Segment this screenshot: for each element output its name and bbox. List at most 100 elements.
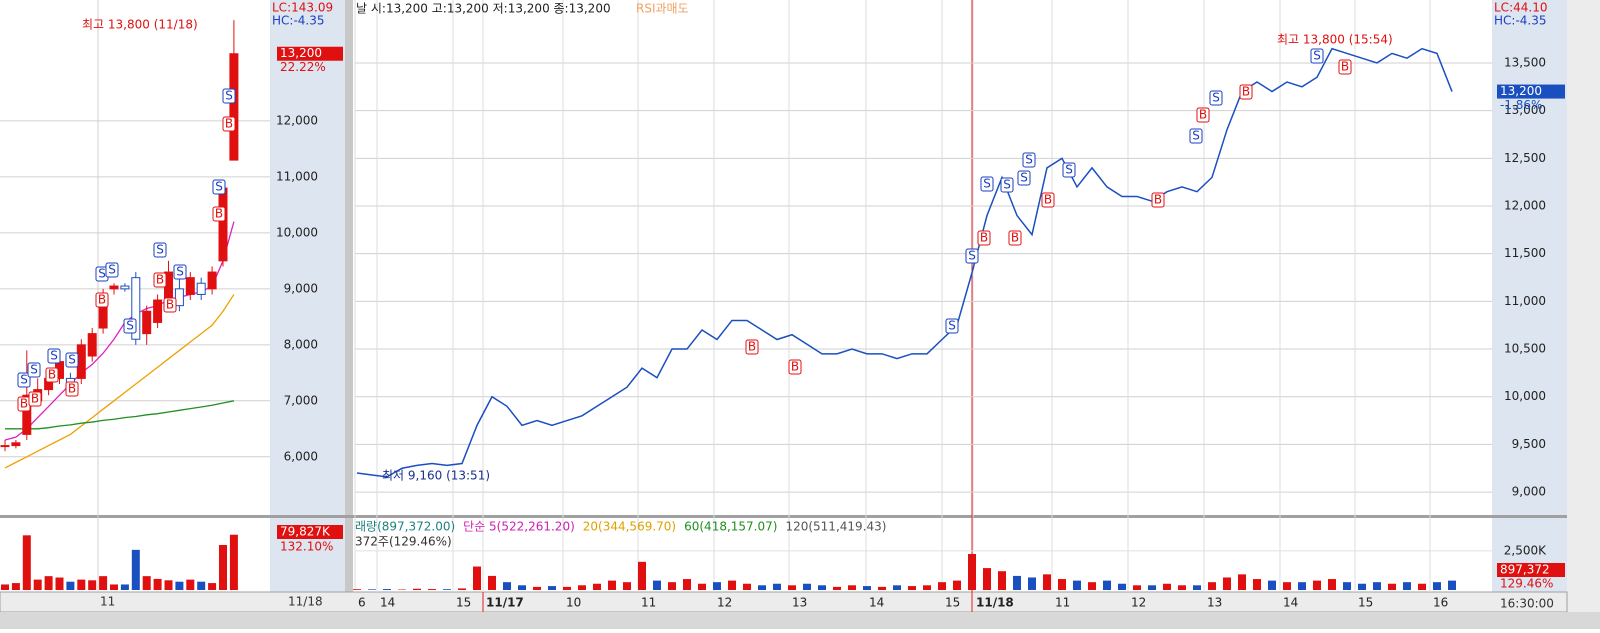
volume-bar	[728, 581, 736, 590]
candle-body	[1, 446, 9, 447]
signal-label: B	[98, 293, 106, 307]
left-high-note: 최고 13,800 (11/18)	[82, 18, 198, 32]
signal-label: S	[156, 243, 164, 257]
signal-label: B	[1154, 193, 1162, 207]
volume-bar	[1388, 584, 1396, 590]
volume-bar	[165, 580, 173, 590]
candle-body	[110, 286, 118, 289]
volume-bar	[593, 584, 601, 590]
signal-label: B	[1011, 231, 1019, 245]
x-tick-label: 11/17	[486, 596, 524, 610]
volume-bar	[818, 585, 826, 590]
y-tick-label: 8,000	[284, 337, 318, 351]
x-tick-label: 15	[456, 596, 471, 610]
y-tick-label: 11,500	[1504, 246, 1546, 260]
signal-label: B	[791, 360, 799, 374]
x-tick-label: 15	[1358, 596, 1373, 610]
volume-bar	[1328, 579, 1336, 590]
volume-tick-label: 2,500K	[1504, 543, 1547, 557]
y-tick-label: 12,500	[1504, 151, 1546, 165]
x-tick-label: 12	[717, 596, 732, 610]
volume-bar	[878, 587, 886, 590]
volume-bar	[938, 582, 946, 590]
signal-label: S	[1192, 129, 1200, 143]
price-line	[357, 49, 1452, 477]
volume-bar	[186, 580, 194, 590]
candle-body	[12, 443, 20, 446]
volume-bar	[1103, 581, 1111, 590]
volume-bar	[503, 582, 511, 590]
volume-bar	[1058, 579, 1066, 590]
x-tick-label: 14	[869, 596, 884, 610]
volume-bar	[99, 576, 107, 590]
y-tick-label: 9,500	[1512, 437, 1546, 451]
volume-bar	[88, 580, 96, 590]
volume-bar	[608, 581, 616, 590]
volume-bar	[623, 582, 631, 590]
volume-bar	[132, 550, 140, 590]
volume-bar	[1073, 581, 1081, 590]
signal-label: S	[215, 180, 223, 194]
volume-bar	[1313, 581, 1321, 590]
candle-body	[219, 188, 227, 261]
ohlc-header: 날 시:13,200 고:13,200 저:13,200 종:13,200	[356, 2, 611, 16]
volume-bar	[197, 582, 205, 590]
x-axis-bar	[0, 592, 1567, 612]
signal-label: S	[1025, 153, 1033, 167]
volume-legend: 60(418,157.07)	[684, 520, 777, 534]
volume-bar	[803, 584, 811, 590]
volume-bar	[1148, 585, 1156, 590]
candle-body	[154, 300, 162, 322]
y-tick-label: 11,000	[276, 169, 318, 183]
volume-bar	[110, 584, 118, 590]
volume-bar	[1343, 582, 1351, 590]
volume-bar	[863, 586, 871, 590]
volume-bar	[1178, 585, 1186, 590]
x-tick-label: 14	[1283, 596, 1298, 610]
volume-bar	[1403, 582, 1411, 590]
y-tick-label: 10,000	[1504, 389, 1546, 403]
candle-body	[197, 283, 205, 294]
left-change: 22.22%	[280, 60, 326, 74]
candle-body	[230, 54, 238, 160]
moving-average	[5, 294, 234, 468]
volume-bar	[653, 581, 661, 590]
volume-bar	[1448, 581, 1456, 590]
divider	[345, 0, 353, 629]
signal-label: S	[1212, 91, 1220, 105]
volume-bar	[383, 589, 391, 590]
y-tick-label: 12,000	[1504, 199, 1546, 213]
y-tick-label: 13,500	[1504, 55, 1546, 69]
right-high-note: 최고 13,800 (15:54)	[1277, 33, 1393, 47]
x-tick-label: 13	[792, 596, 807, 610]
volume-bar	[413, 589, 421, 590]
signal-label: S	[983, 177, 991, 191]
candle-body	[143, 311, 151, 333]
volume-bar	[143, 576, 151, 590]
scrollbar	[0, 612, 1600, 629]
volume-legend-2: 372주(129.46%)	[355, 535, 452, 549]
signal-label: B	[1242, 85, 1250, 99]
volume-bar	[518, 585, 526, 590]
y-tick-label: 9,000	[1512, 485, 1546, 499]
x-tick-label: 15	[945, 596, 960, 610]
volume-bar	[1133, 585, 1141, 590]
volume-bar	[1238, 574, 1246, 590]
x-tick-label: 13	[1207, 596, 1222, 610]
volume-bar	[788, 585, 796, 590]
candle-body	[208, 272, 216, 289]
right-volume-change: 129.46%	[1500, 577, 1553, 591]
right-price-tag: 13,200	[1500, 84, 1542, 98]
signal-label: S	[1003, 178, 1011, 192]
volume-bar	[1118, 584, 1126, 590]
signal-label: B	[225, 117, 233, 131]
x-tick-label: 14	[380, 596, 395, 610]
volume-bar	[1223, 577, 1231, 590]
signal-label: B	[1341, 60, 1349, 74]
volume-bar	[908, 586, 916, 590]
signal-label: S	[948, 319, 956, 333]
signal-label: B	[68, 382, 76, 396]
volume-bar	[458, 588, 466, 590]
volume-bar	[713, 582, 721, 590]
